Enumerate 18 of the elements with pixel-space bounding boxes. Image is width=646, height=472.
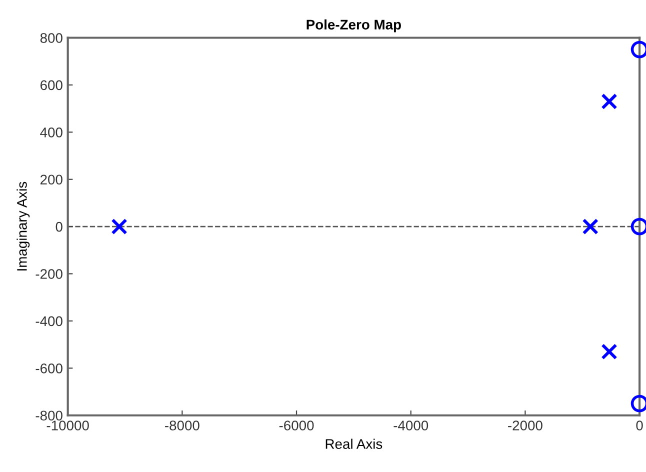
y-tick-label: 400 bbox=[40, 127, 62, 138]
y-tick-label: -800 bbox=[36, 410, 62, 421]
x-tick-label: 0 bbox=[636, 420, 643, 430]
x-tick-label: -4000 bbox=[394, 420, 428, 430]
x-tick-label: -2000 bbox=[508, 420, 542, 430]
y-tick-label: -200 bbox=[36, 269, 62, 279]
y-tick-label: -600 bbox=[36, 363, 62, 374]
x-tick-label: -8000 bbox=[165, 420, 200, 430]
y-tick-label: 600 bbox=[40, 80, 62, 90]
y-tick-label: 200 bbox=[40, 174, 62, 185]
y-tick-label: 800 bbox=[40, 33, 62, 43]
chart-title: Pole-Zero Map bbox=[306, 19, 401, 32]
y-tick-label: -400 bbox=[36, 316, 62, 326]
y-tick-label: 0 bbox=[56, 222, 62, 232]
x-tick-label: -10000 bbox=[46, 420, 89, 430]
y-axis-title: Imaginary Axis bbox=[16, 182, 30, 270]
x-axis-title: Real Axis bbox=[326, 438, 382, 449]
x-tick-label: -6000 bbox=[279, 420, 314, 430]
